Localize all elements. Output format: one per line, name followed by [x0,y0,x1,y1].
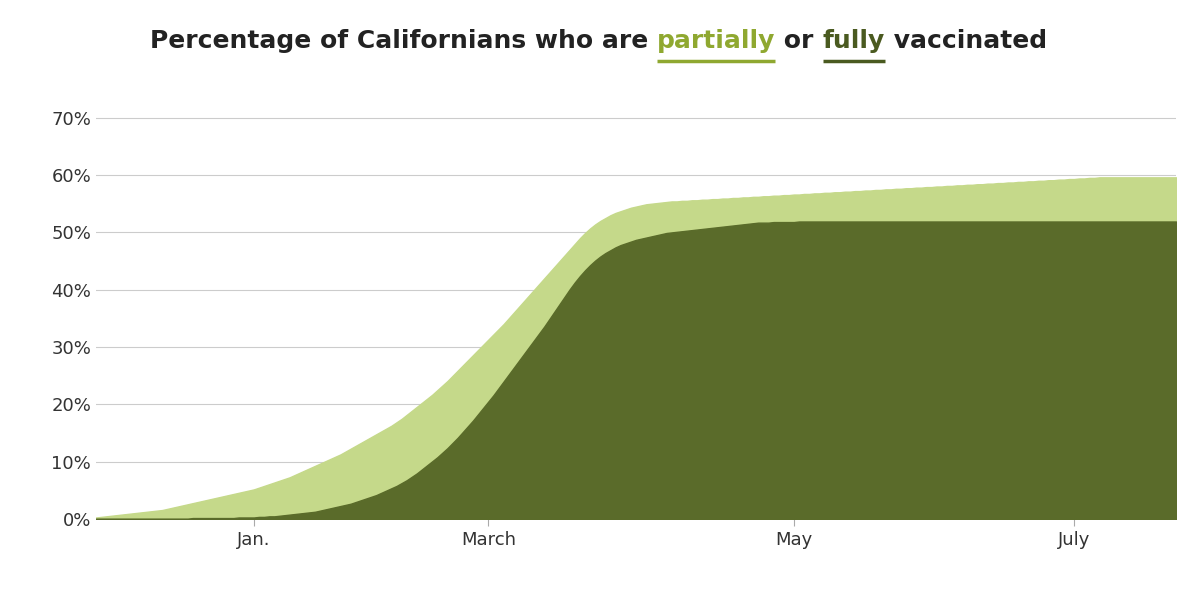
Text: vaccinated: vaccinated [884,29,1046,53]
Text: or: or [775,29,822,53]
Text: partially: partially [658,29,775,53]
Text: fully: fully [822,29,884,53]
Text: Percentage of Californians who are: Percentage of Californians who are [150,29,658,53]
